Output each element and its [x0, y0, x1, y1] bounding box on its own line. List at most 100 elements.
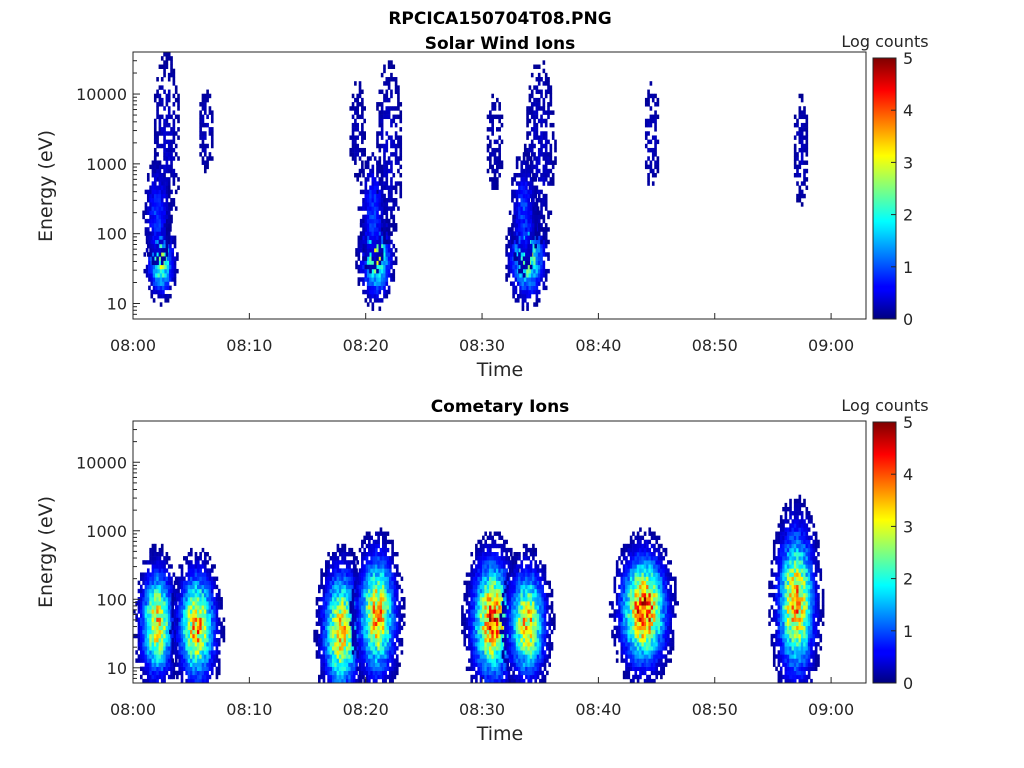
spectrogram-cell [158, 617, 162, 622]
spectrogram-cell [372, 642, 376, 647]
spectrogram-cell [201, 572, 205, 577]
spectrogram-cell [395, 572, 399, 577]
spectrogram-cell [146, 560, 150, 565]
spectrogram-cell [142, 633, 145, 639]
spectrogram-cell [142, 560, 145, 565]
spectrogram-cell [192, 674, 195, 680]
spectrogram-cell [549, 110, 553, 115]
spectrogram-cell [470, 674, 474, 680]
spectrogram-cell [390, 256, 393, 261]
spectrogram-cell [399, 147, 403, 153]
spectrogram-cell [167, 106, 171, 111]
spectrogram-cell [518, 156, 521, 161]
spectrogram-cell [327, 580, 330, 586]
spectrogram-cell [183, 609, 186, 614]
spectrogram-cell [320, 654, 323, 659]
spectrogram-cell [542, 60, 546, 65]
spectrogram-cell [187, 588, 191, 594]
spectrogram-cell [399, 181, 403, 186]
spectrogram-cell [798, 189, 802, 195]
spectrogram-cell [172, 77, 176, 82]
spectrogram-cell [482, 535, 485, 541]
spectrogram-cell [395, 633, 399, 639]
spectrogram-cell [486, 147, 490, 153]
spectrogram-cell [368, 621, 371, 626]
spectrogram-cell [364, 268, 368, 274]
spectrogram-cell [357, 281, 361, 286]
spectrogram-cell [388, 539, 392, 545]
spectrogram-cell [149, 646, 152, 651]
spectrogram-cell [375, 539, 378, 545]
spectrogram-cell [146, 592, 150, 598]
spectrogram-cell [192, 670, 195, 676]
spectrogram-cell [475, 547, 478, 553]
spectrogram-cell [167, 181, 171, 186]
spectrogram-cell [348, 666, 351, 672]
spectrogram-cell [167, 147, 171, 153]
spectrogram-cell [364, 164, 368, 170]
spectrogram-cell [479, 543, 483, 549]
spectrogram-cell [194, 609, 198, 614]
spectrogram-cell [348, 547, 351, 553]
spectrogram-cell [542, 214, 546, 220]
spectrogram-cell [376, 139, 379, 145]
spectrogram-cell [354, 572, 357, 577]
spectrogram-cell [173, 260, 177, 266]
spectrogram-cell [365, 621, 369, 626]
spectrogram-cell [366, 235, 370, 241]
spectrogram-cell [385, 131, 389, 136]
spectrogram-cell [644, 135, 648, 140]
spectrogram-cell [380, 239, 384, 245]
spectrogram-cell [378, 298, 382, 303]
spectrogram-cell [149, 572, 152, 577]
spectrogram-cell [656, 168, 660, 174]
spectrogram-cell [378, 223, 382, 228]
spectrogram-cell [167, 206, 171, 211]
spectrogram-cell [363, 568, 366, 573]
spectrogram-cell [139, 658, 143, 663]
spectrogram-cell [163, 256, 166, 261]
spectrogram-cell [537, 156, 541, 161]
spectrogram-cell [165, 223, 169, 228]
spectrogram-cell [201, 135, 205, 140]
spectrogram-cell [498, 164, 501, 170]
spectrogram-cell [341, 633, 344, 639]
spectrogram-cell [145, 273, 149, 278]
spectrogram-cell [167, 564, 171, 569]
spectrogram-cell [192, 629, 195, 635]
spectrogram-cell [174, 85, 178, 90]
spectrogram-cell [384, 564, 387, 569]
spectrogram-cell [496, 156, 499, 161]
spectrogram-cell [513, 235, 517, 241]
spectrogram-cell [376, 293, 379, 299]
spectrogram-cell [320, 609, 323, 614]
spectrogram-cell [386, 633, 390, 639]
spectrogram-cell [554, 156, 557, 161]
spectrogram-cell [647, 164, 650, 170]
spectrogram-cell [399, 172, 403, 178]
spectrogram-cell [334, 621, 337, 626]
spectrogram-cell [461, 621, 464, 626]
spectrogram-cell [173, 277, 177, 282]
spectrogram-cell [160, 193, 164, 199]
spectrogram-cell [149, 642, 152, 647]
spectrogram-cell [381, 678, 385, 684]
spectrogram-cell [372, 543, 376, 549]
spectrogram-cell [169, 293, 172, 299]
spectrogram-cell [528, 118, 532, 124]
spectrogram-cell [180, 580, 184, 586]
spectrogram-cell [387, 235, 391, 241]
spectrogram-cell [210, 592, 214, 598]
spectrogram-cell [535, 110, 539, 115]
spectrogram-cell [479, 670, 483, 676]
spectrogram-cell [162, 273, 165, 278]
spectrogram-cell [163, 235, 166, 241]
spectrogram-cell [164, 273, 168, 278]
spectrogram-cell [142, 572, 145, 577]
spectrogram-cell [362, 674, 365, 680]
spectrogram-cell [529, 189, 533, 195]
spectrogram-cell [535, 277, 539, 282]
spectrogram-cell [160, 580, 164, 586]
spectrogram-cell [391, 637, 394, 643]
spectrogram-cell [803, 127, 806, 132]
